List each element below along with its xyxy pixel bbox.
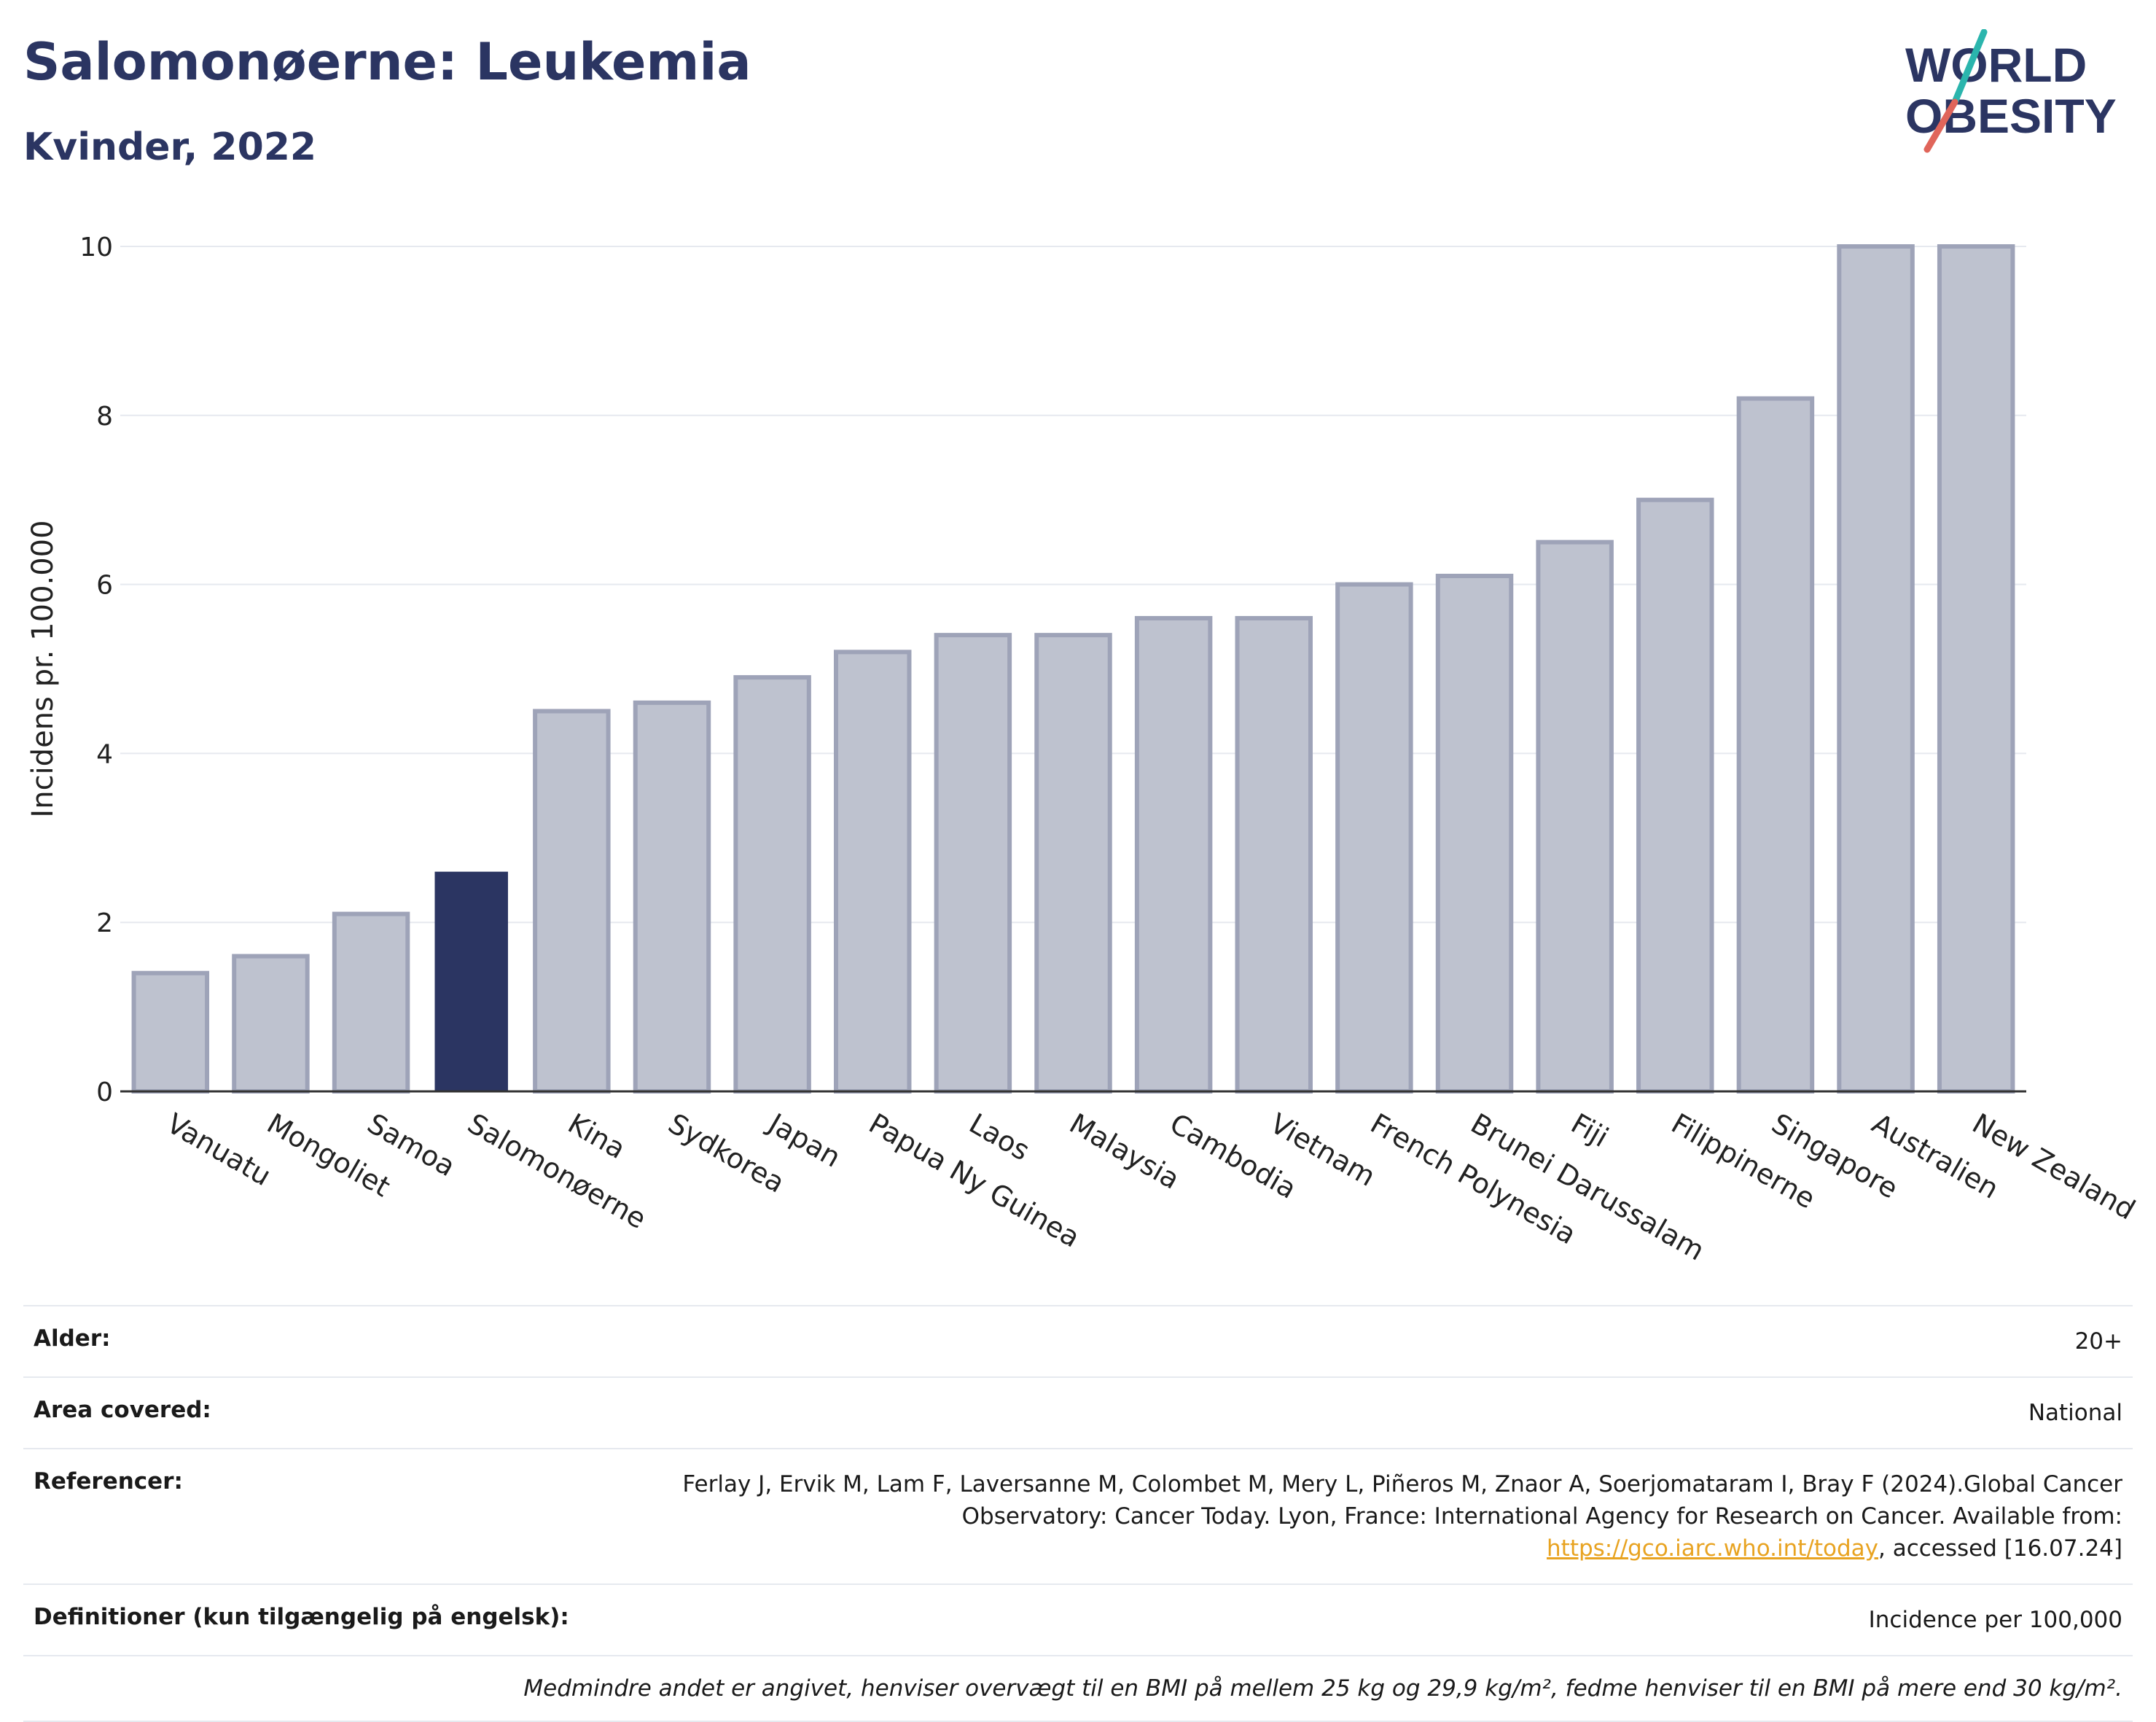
bmi-note: Medmindre andet er angivet, henviser ove… xyxy=(523,1675,2122,1702)
area-label: Area covered: xyxy=(34,1397,211,1423)
meta-row-age: Alder: 20+ xyxy=(23,1305,2133,1376)
x-tick-label: Vanuatu xyxy=(161,1107,276,1192)
x-tick-label: Malaysia xyxy=(1064,1107,1185,1196)
meta-row-definitions: Definitioner (kun tilgængelig på engelsk… xyxy=(23,1583,2133,1655)
bar-mongoliet xyxy=(232,954,310,1094)
y-tick-label: 4 xyxy=(96,739,113,769)
bar-singapore xyxy=(1736,396,1815,1094)
references-label: Referencer: xyxy=(34,1468,183,1495)
area-value: National xyxy=(2028,1400,2122,1426)
bar-new-zealand xyxy=(1937,244,2015,1094)
x-tick-label: New Zealand xyxy=(1967,1107,2141,1226)
y-tick-label: 6 xyxy=(96,571,113,601)
meta-row-area: Area covered: National xyxy=(23,1376,2133,1448)
x-tick-label: Laos xyxy=(964,1107,1035,1167)
y-tick-label: 10 xyxy=(79,233,113,262)
bar-vanuatu xyxy=(131,970,210,1094)
chart-subtitle: Kvinder, 2022 xyxy=(23,125,317,169)
references-accessed: , accessed [16.07.24] xyxy=(1878,1535,2122,1562)
references-link[interactable]: https://gco.iarc.who.int/today xyxy=(1547,1535,1878,1562)
bar-laos xyxy=(934,633,1012,1094)
bar-french-polynesia xyxy=(1335,582,1413,1094)
bar-salomon-erne xyxy=(434,871,508,1091)
bar-brunei-darussalam xyxy=(1435,574,1514,1094)
bar-samoa xyxy=(332,911,410,1094)
bar-kina xyxy=(533,709,611,1094)
references-text: Ferlay J, Ervik M, Lam F, Laversanne M, … xyxy=(682,1471,2122,1530)
metadata-table: Alder: 20+ Area covered: National Refere… xyxy=(23,1305,2133,1722)
age-label: Alder: xyxy=(34,1325,111,1352)
age-value: 20+ xyxy=(2074,1328,2122,1355)
bars xyxy=(131,244,2015,1094)
bar-fiji xyxy=(1536,539,1614,1094)
y-tick-label: 2 xyxy=(96,908,113,938)
chart-title: Salomonøerne: Leukemia xyxy=(23,32,751,92)
y-tick-label: 8 xyxy=(96,402,113,432)
y-tick-label: 0 xyxy=(96,1078,113,1107)
definitions-label: Definitioner (kun tilgængelig på engelsk… xyxy=(34,1604,569,1630)
logo-line-1: WORLD xyxy=(1905,38,2087,92)
logo-line-2: OBESITY xyxy=(1905,89,2117,143)
bar-japan xyxy=(733,675,811,1094)
references-value: Ferlay J, Ervik M, Lam F, Laversanne M, … xyxy=(621,1468,2122,1565)
bar-sydkorea xyxy=(633,700,711,1094)
meta-row-references: Referencer: Ferlay J, Ervik M, Lam F, La… xyxy=(23,1448,2133,1583)
y-axis-ticks: 0 2 4 6 8 10 xyxy=(79,233,113,1107)
bar-filippinerne xyxy=(1636,497,1714,1094)
definitions-value: Incidence per 100,000 xyxy=(1868,1607,2122,1633)
bar-vietnam xyxy=(1235,615,1313,1094)
bar-australien xyxy=(1837,244,1915,1094)
bar-papua-ny-guinea xyxy=(834,650,912,1094)
x-tick-label: Salomonøerne xyxy=(462,1107,652,1235)
bar-malaysia xyxy=(1034,633,1112,1094)
x-tick-label: Kina xyxy=(563,1107,631,1166)
bar-cambodia xyxy=(1134,615,1213,1094)
meta-row-note: Medmindre andet er angivet, henviser ove… xyxy=(23,1655,2133,1722)
y-axis-label: Incidens pr. 100.000 xyxy=(26,520,60,817)
world-obesity-logo: WORLD OBESITY xyxy=(1905,29,2117,153)
x-tick-label: Fiji xyxy=(1566,1107,1614,1153)
